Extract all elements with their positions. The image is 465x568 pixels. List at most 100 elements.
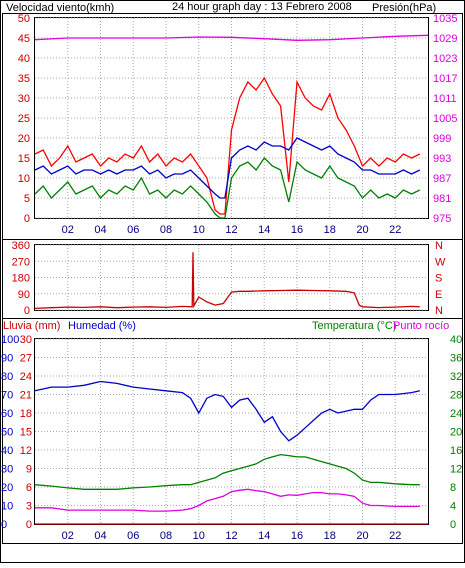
rain-tick-label: 30 [20, 334, 32, 346]
temperature-tick-label: 0 [450, 519, 456, 531]
temperature-tick-label: 4 [450, 501, 456, 513]
humidity-tick-label: 60 [1, 408, 13, 420]
pressure-tick-label: 1011 [433, 93, 457, 105]
header-center-title: 24 hour graph day : 13 Febrero 2008 [172, 1, 352, 13]
x-tick-label-wind: 10 [193, 224, 205, 236]
x-tick-label-wind: 14 [258, 224, 270, 236]
rain-tick-label: 12 [20, 445, 32, 457]
temperature-tick-label: 32 [450, 371, 462, 383]
data-series [34, 34, 429, 525]
x-tick-label-humidity: 22 [389, 530, 401, 542]
x-tick-label-humidity: 12 [225, 530, 237, 542]
x-tick-label-wind: 18 [324, 224, 336, 236]
rain-tick-label: 0 [26, 519, 32, 531]
series-direction-line [34, 252, 420, 310]
wind-speed-tick-label: 25 [18, 113, 30, 125]
axis-tick-labels: 0202040406060808101012121414161618182020… [1, 13, 462, 542]
compass-label: N [435, 305, 443, 317]
x-tick-label-wind: 20 [356, 224, 368, 236]
humidity-tick-label: 70 [1, 390, 13, 402]
wind-speed-tick-label: 40 [18, 53, 30, 65]
rain-tick-label: 15 [20, 427, 32, 439]
humidity-tick-label: 80 [1, 371, 13, 383]
humidity-tick-label: 10 [1, 501, 13, 513]
x-tick-label-humidity: 18 [324, 530, 336, 542]
temperature-tick-label: 12 [450, 464, 462, 476]
wind-speed-tick-label: 5 [24, 193, 30, 205]
pressure-tick-label: 1017 [433, 73, 457, 85]
compass-label: S [435, 273, 442, 285]
x-tick-label-wind: 12 [225, 224, 237, 236]
panel3-frame [2, 318, 463, 544]
x-tick-label-humidity: 06 [127, 530, 139, 542]
rain-tick-label: 3 [26, 501, 32, 513]
x-tick-label-humidity: 14 [258, 530, 270, 542]
series-avg_speed-line [34, 137, 421, 199]
wind-speed-tick-label: 0 [24, 213, 30, 225]
temperature-tick-label: 8 [450, 482, 456, 494]
humidity-axis-title: Humedad (%) [68, 320, 136, 332]
x-tick-label-humidity: 02 [62, 530, 74, 542]
direction-plot-area [34, 244, 429, 311]
direction-tick-label: 180 [12, 273, 30, 285]
header-right-title: Presión(hPa) [372, 2, 436, 14]
rain-tick-label: 6 [26, 482, 32, 494]
wind-speed-tick-label: 20 [18, 133, 30, 145]
compass-label: W [435, 256, 446, 268]
x-tick-label-wind: 04 [94, 224, 106, 236]
x-tick-label-wind: 06 [127, 224, 139, 236]
compass-label: E [435, 289, 442, 301]
rain-tick-label: 24 [20, 371, 32, 383]
series-avg-line [34, 156, 421, 219]
pressure-tick-label: 987 [433, 173, 451, 185]
pressure-tick-label: 1029 [433, 33, 457, 45]
humidity-tick-label: 90 [1, 353, 13, 365]
wind-speed-tick-label: 10 [18, 173, 30, 185]
humidity-tick-label: 100 [1, 334, 19, 346]
wind-plot-area [34, 17, 429, 219]
x-tick-label-wind: 16 [291, 224, 303, 236]
temperature-axis-title: Temperatura (°C) [312, 320, 396, 332]
x-tick-label-humidity: 04 [94, 530, 106, 542]
humidity-tick-label: 50 [1, 427, 13, 439]
pressure-tick-label: 1005 [433, 113, 457, 125]
wind-speed-tick-label: 30 [18, 93, 30, 105]
rain-tick-label: 21 [20, 390, 32, 402]
wind-speed-tick-label: 15 [18, 153, 30, 165]
pressure-tick-label: 981 [433, 193, 451, 205]
header-left-title: Velocidad viento(kmh) [6, 2, 114, 14]
compass-label: N [435, 240, 443, 252]
temperature-tick-label: 28 [450, 390, 462, 402]
grid-lines [35, 17, 428, 525]
direction-tick-label: 90 [18, 289, 30, 301]
direction-tick-label: 270 [12, 256, 30, 268]
temperature-tick-label: 24 [450, 408, 462, 420]
x-tick-label-humidity: 20 [356, 530, 368, 542]
x-tick-label-humidity: 16 [291, 530, 303, 542]
rain-tick-label: 18 [20, 408, 32, 420]
rain-tick-label: 27 [20, 353, 32, 365]
series-pressure-line [34, 34, 429, 41]
humidity-tick-label: 20 [1, 482, 13, 494]
pressure-tick-label: 993 [433, 153, 451, 165]
humidity-tick-label: 40 [1, 445, 13, 457]
wind-speed-tick-label: 50 [18, 13, 30, 25]
wind-speed-tick-label: 45 [18, 33, 30, 45]
humidity-tick-label: 30 [1, 464, 13, 476]
pressure-tick-label: 999 [433, 133, 451, 145]
temperature-tick-label: 16 [450, 445, 462, 457]
rain-axis-title: Lluvia (mm) [3, 320, 60, 332]
wind-speed-tick-label: 35 [18, 73, 30, 85]
rain-tick-label: 9 [26, 464, 32, 476]
series-temperature-line [34, 453, 420, 490]
x-tick-label-wind: 08 [160, 224, 172, 236]
direction-tick-label: 360 [12, 240, 30, 252]
humidity-tick-label: 0 [1, 519, 7, 531]
pressure-tick-label: 1023 [433, 53, 457, 65]
pressure-tick-label: 1035 [433, 13, 457, 25]
x-tick-label-wind: 02 [62, 224, 74, 236]
temperature-tick-label: 36 [450, 353, 462, 365]
series-gust-line [34, 76, 421, 215]
